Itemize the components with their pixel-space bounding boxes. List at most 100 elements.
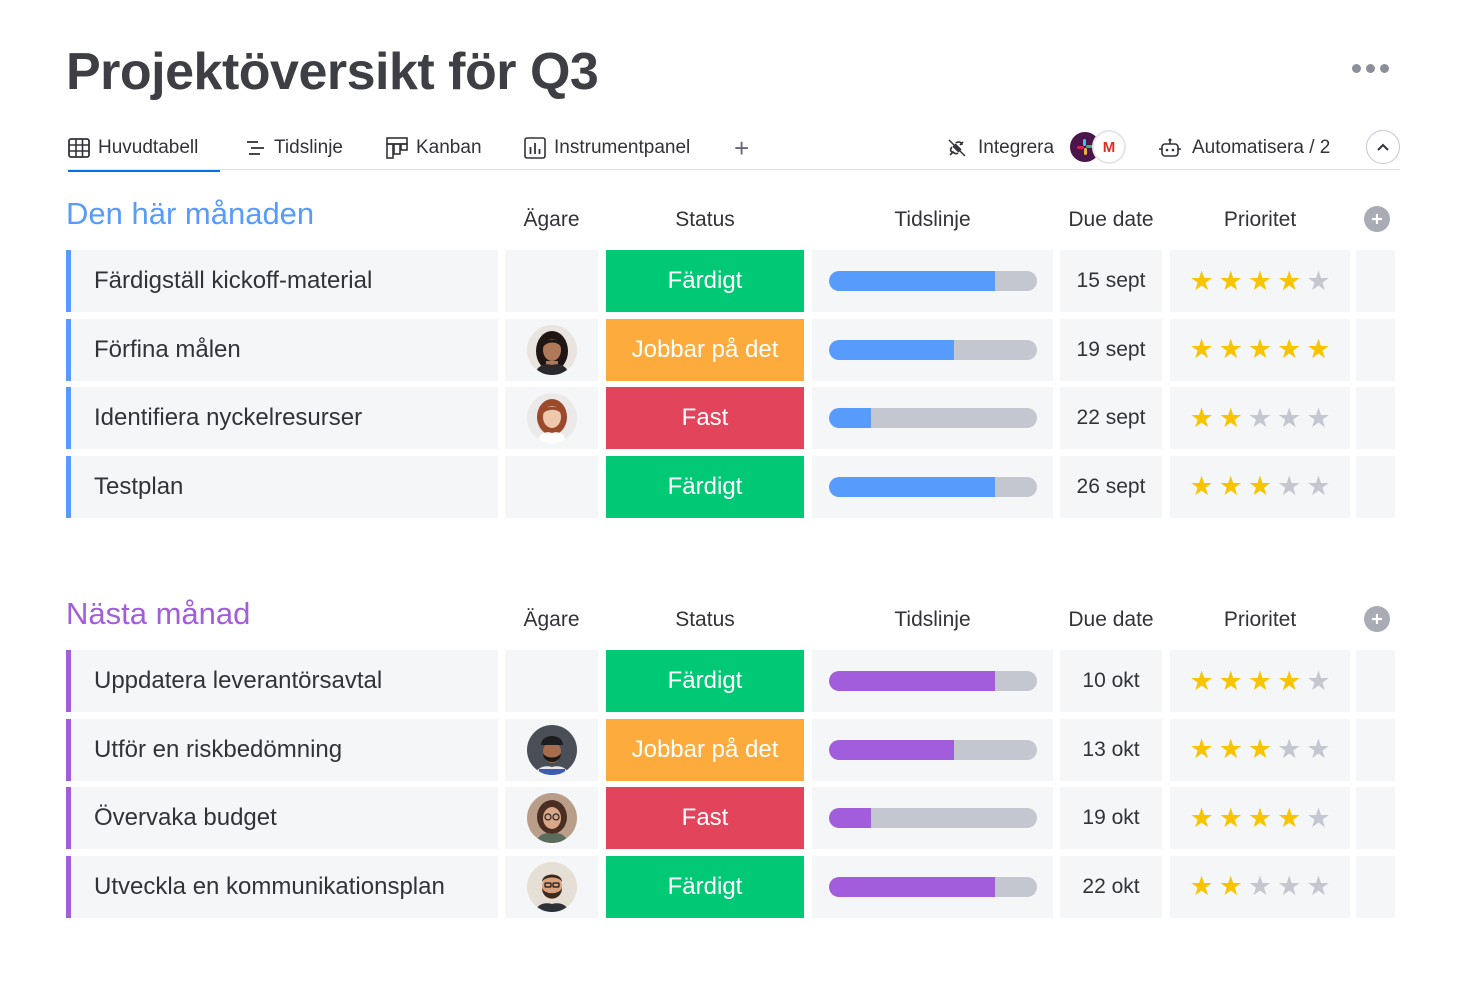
due-date-cell[interactable]: 15 sept xyxy=(1060,250,1162,312)
more-options-icon[interactable] xyxy=(1352,60,1392,76)
owner-cell[interactable] xyxy=(505,455,598,518)
due-date-cell[interactable]: 13 okt xyxy=(1060,718,1162,781)
timeline-cell[interactable] xyxy=(812,718,1053,781)
add-column-button[interactable] xyxy=(1364,606,1390,632)
priority-star-icon[interactable]: ★ xyxy=(1189,265,1214,297)
status-cell[interactable]: Färdigt xyxy=(606,855,804,918)
priority-star-icon[interactable]: ★ xyxy=(1218,334,1243,365)
priority-star-icon[interactable]: ★ xyxy=(1189,334,1214,365)
priority-cell[interactable]: ★ ★ ★ ★ ★ xyxy=(1170,855,1350,918)
status-cell[interactable]: Färdigt xyxy=(606,250,804,312)
empty-cell[interactable] xyxy=(1356,318,1395,381)
priority-cell[interactable]: ★ ★ ★ ★ ★ xyxy=(1170,250,1350,312)
tab-instrumentpanel[interactable]: Instrumentpanel xyxy=(524,130,690,166)
priority-star-icon[interactable]: ★ xyxy=(1247,402,1273,434)
priority-star-icon[interactable]: ★ xyxy=(1189,734,1214,765)
automate-button[interactable]: Automatisera / 2 xyxy=(1158,130,1330,166)
empty-cell[interactable] xyxy=(1356,718,1395,781)
priority-cell[interactable]: ★ ★ ★ ★ ★ xyxy=(1170,718,1350,781)
priority-star-icon[interactable]: ★ xyxy=(1218,734,1243,765)
priority-star-icon[interactable]: ★ xyxy=(1218,802,1243,834)
tab-kanban[interactable]: Kanban xyxy=(386,130,482,166)
group-title[interactable]: Nästa månad xyxy=(66,596,251,631)
due-date-cell[interactable]: 26 sept xyxy=(1060,455,1162,518)
due-date-cell[interactable]: 19 okt xyxy=(1060,787,1162,849)
timeline-cell[interactable] xyxy=(812,855,1053,918)
owner-cell[interactable] xyxy=(505,318,598,381)
column-header-priority[interactable]: Prioritet xyxy=(1223,608,1297,631)
timeline-cell[interactable] xyxy=(812,650,1053,712)
priority-star-icon[interactable]: ★ xyxy=(1306,802,1331,834)
priority-star-icon[interactable]: ★ xyxy=(1277,665,1302,697)
column-header-status[interactable]: Status xyxy=(675,608,735,631)
priority-star-icon[interactable]: ★ xyxy=(1189,802,1214,834)
status-cell[interactable]: Jobbar på det xyxy=(606,718,804,781)
owner-avatar[interactable] xyxy=(526,324,577,375)
timeline-cell[interactable] xyxy=(812,250,1053,312)
priority-star-icon[interactable]: ★ xyxy=(1277,334,1302,365)
owner-cell[interactable] xyxy=(505,787,598,849)
status-cell[interactable]: Färdigt xyxy=(606,455,804,518)
group-title[interactable]: Den här månaden xyxy=(66,196,315,231)
priority-star-icon[interactable]: ★ xyxy=(1218,471,1243,502)
owner-avatar[interactable] xyxy=(526,861,577,912)
table-row[interactable]: Utveckla en kommunikationsplan Färdigt 22 … xyxy=(66,855,1400,918)
priority-star-icon[interactable]: ★ xyxy=(1306,665,1331,697)
priority-star-icon[interactable]: ★ xyxy=(1277,265,1302,297)
priority-star-icon[interactable]: ★ xyxy=(1306,471,1331,502)
table-row[interactable]: Testplan Färdigt 26 sept ★ ★ ★ ★ ★ xyxy=(66,455,1400,518)
empty-cell[interactable] xyxy=(1356,650,1395,712)
owner-cell[interactable] xyxy=(505,855,598,918)
priority-star-icon[interactable]: ★ xyxy=(1247,734,1273,765)
column-header-due-date[interactable]: Due date xyxy=(1068,608,1154,631)
tab-huvudtabell[interactable]: Huvudtabell xyxy=(68,130,221,172)
empty-cell[interactable] xyxy=(1356,387,1395,449)
due-date-cell[interactable]: 19 sept xyxy=(1060,318,1162,381)
priority-star-icon[interactable]: ★ xyxy=(1247,471,1273,502)
timeline-cell[interactable] xyxy=(812,455,1053,518)
priority-star-icon[interactable]: ★ xyxy=(1189,665,1214,697)
timeline-cell[interactable] xyxy=(812,318,1053,381)
priority-star-icon[interactable]: ★ xyxy=(1247,665,1273,697)
due-date-cell[interactable]: 22 okt xyxy=(1060,855,1162,918)
item-name-cell[interactable]: Utför en riskbedömning xyxy=(66,718,498,781)
priority-star-icon[interactable]: ★ xyxy=(1218,665,1243,697)
column-header-due-date[interactable]: Due date xyxy=(1068,208,1154,231)
empty-cell[interactable] xyxy=(1356,250,1395,312)
priority-star-icon[interactable]: ★ xyxy=(1247,265,1273,297)
table-row[interactable]: Förfina målen Jobbar på det 19 sept ★ ★ ★ ★ ★ xyxy=(66,318,1400,381)
priority-cell[interactable]: ★ ★ ★ ★ ★ xyxy=(1170,455,1350,518)
column-header-timeline[interactable]: Tidslinje xyxy=(894,208,971,231)
column-header-timeline[interactable]: Tidslinje xyxy=(894,608,971,631)
column-header-priority[interactable]: Prioritet xyxy=(1223,208,1297,231)
priority-cell[interactable]: ★ ★ ★ ★ ★ xyxy=(1170,787,1350,849)
add-column-button[interactable] xyxy=(1364,206,1390,232)
item-name-cell[interactable]: Utveckla en kommunikationsplan xyxy=(66,855,498,918)
status-cell[interactable]: Jobbar på det xyxy=(606,318,804,381)
priority-star-icon[interactable]: ★ xyxy=(1306,871,1331,902)
column-header-owner[interactable]: Ägare xyxy=(523,208,580,231)
empty-cell[interactable] xyxy=(1356,855,1395,918)
integrate-button[interactable]: Integrera xyxy=(946,130,1054,166)
owner-avatar[interactable] xyxy=(526,393,577,443)
table-row[interactable]: Uppdatera leverantörsavtal Färdigt 10 okt ★… xyxy=(66,650,1400,712)
priority-star-icon[interactable]: ★ xyxy=(1277,471,1302,502)
status-cell[interactable]: Färdigt xyxy=(606,650,804,712)
empty-cell[interactable] xyxy=(1356,455,1395,518)
priority-star-icon[interactable]: ★ xyxy=(1247,871,1273,902)
priority-star-icon[interactable]: ★ xyxy=(1277,734,1302,765)
owner-avatar[interactable] xyxy=(526,793,577,843)
owner-avatar[interactable] xyxy=(526,724,577,775)
priority-star-icon[interactable]: ★ xyxy=(1277,871,1302,902)
table-row[interactable]: Färdigställ kickoff-material Färdigt 15 se… xyxy=(66,250,1400,312)
add-view-button[interactable]: + xyxy=(734,132,750,163)
owner-cell[interactable] xyxy=(505,650,598,712)
status-cell[interactable]: Fast xyxy=(606,787,804,849)
priority-star-icon[interactable]: ★ xyxy=(1189,471,1214,502)
item-name-cell[interactable]: Förfina målen xyxy=(66,318,498,381)
due-date-cell[interactable]: 22 sept xyxy=(1060,387,1162,449)
priority-star-icon[interactable]: ★ xyxy=(1218,871,1243,902)
item-name-cell[interactable]: Identifiera nyckelresurser xyxy=(66,387,498,449)
priority-star-icon[interactable]: ★ xyxy=(1247,334,1273,365)
owner-cell[interactable] xyxy=(505,387,598,449)
